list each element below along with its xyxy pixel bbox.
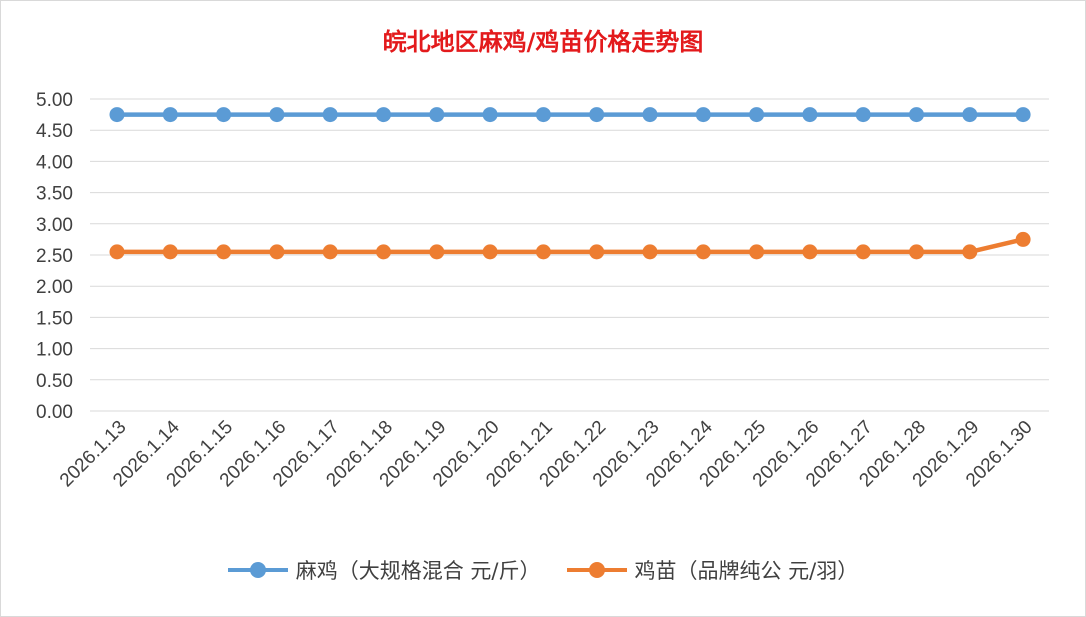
data-point [216,107,232,123]
data-point [802,244,818,260]
data-point [376,107,391,123]
data-point [855,244,871,260]
data-point [269,244,285,260]
legend-swatch-series-1 [227,562,288,578]
gridlines [90,98,1049,412]
y-tick-label: 3.50 [36,184,73,205]
y-axis-labels: 0.00 0.50 1.00 1.50 2.00 2.50 3.00 3.50 4.00 4.50… [36,90,73,423]
data-point [109,244,125,260]
data-point [429,244,445,260]
data-point [482,107,498,123]
data-point [322,107,338,123]
y-tick-label: 1.50 [36,308,73,329]
data-point [589,244,605,260]
data-point [216,244,232,260]
y-tick-label: 2.50 [36,246,73,267]
data-point [269,107,285,123]
data-point [535,244,551,260]
data-point [695,244,711,260]
legend: 麻鸡（大规格混合 元/斤） 鸡苗（品牌纯公 元/羽） [0,555,1086,585]
y-tick-label: 0.00 [36,402,73,423]
data-point [162,107,178,123]
data-point [535,107,551,123]
data-point [642,107,658,123]
data-point [855,107,871,123]
legend-item-series-1: 麻鸡（大规格混合 元/斤） [227,555,541,585]
y-tick-label: 3.00 [36,215,73,236]
y-tick-label: 4.50 [36,121,73,142]
y-tick-label: 1.00 [36,340,73,361]
series-points [109,107,1031,260]
series-line-2 [117,237,1024,255]
legend-swatch-series-2 [566,562,627,578]
data-point [909,107,924,123]
data-point [802,107,818,123]
data-point [909,244,924,260]
y-tick-label: 4.00 [36,152,73,173]
data-point [749,244,765,260]
data-point [162,244,178,260]
data-point [429,107,445,123]
data-point [482,244,498,260]
data-point [109,107,125,123]
data-point [1015,231,1031,247]
data-point [962,244,978,260]
data-point [589,107,605,123]
data-point [322,244,338,260]
legend-label-series-2: 鸡苗（品牌纯公 元/羽） [634,559,859,583]
data-point [642,244,658,260]
data-point [962,107,978,123]
chart-title: 皖北地区麻鸡/鸡苗价格走势图 [382,28,704,56]
x-axis-labels: 2026.1.132026.1.142026.1.152026.1.162026… [56,416,1037,491]
data-point [749,107,765,123]
legend-label-series-1: 麻鸡（大规格混合 元/斤） [295,559,541,583]
y-tick-label: 0.50 [36,371,73,392]
data-point [1015,107,1031,123]
y-tick-label: 2.00 [36,277,73,298]
data-point [376,244,391,260]
series-lines [117,112,1024,255]
y-tick-label: 5.00 [36,90,73,111]
legend-item-series-2: 鸡苗（品牌纯公 元/羽） [566,555,859,585]
data-point [695,107,711,123]
